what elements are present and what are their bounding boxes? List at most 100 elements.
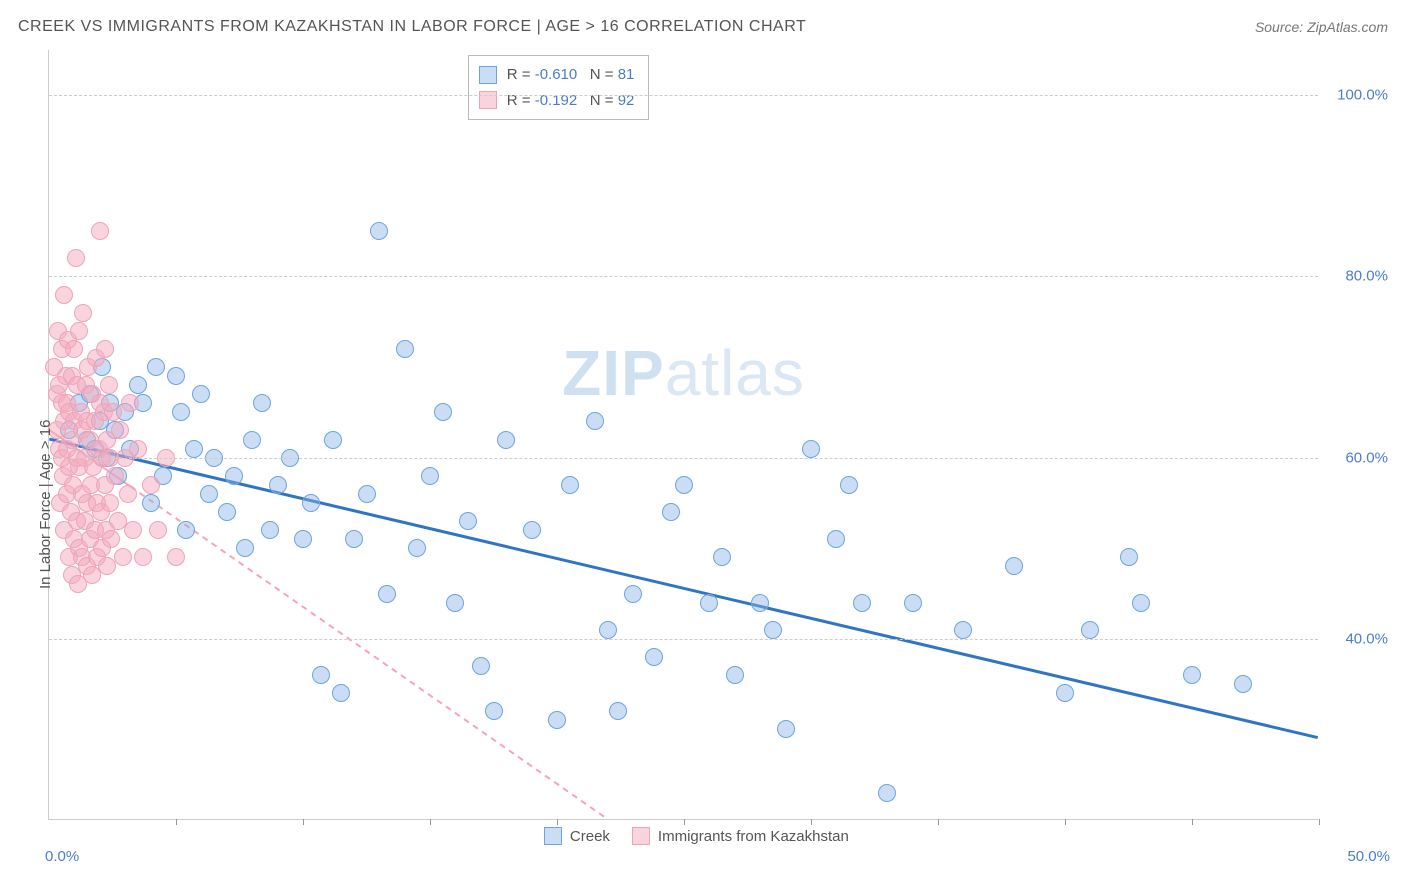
watermark: ZIPatlas [562,336,805,410]
watermark-light: atlas [665,337,805,409]
data-point [302,494,320,512]
data-point [324,431,342,449]
trend-lines-layer [49,50,1318,819]
xtick [684,819,685,825]
legend-swatch [544,827,562,845]
source-label: Source: ZipAtlas.com [1255,19,1388,35]
data-point [218,503,236,521]
data-point [523,521,541,539]
data-point [624,585,642,603]
data-point [104,403,122,421]
xtick [1319,819,1320,825]
data-point [236,539,254,557]
data-point [192,385,210,403]
data-point [1005,557,1023,575]
data-point [253,394,271,412]
stats-text: R = -0.610 N = 81 [507,62,635,88]
data-point [434,403,452,421]
data-point [421,467,439,485]
stats-row: R = -0.192 N = 92 [479,88,635,114]
data-point [177,521,195,539]
yaxis-title: In Labor Force | Age > 16 [37,420,54,589]
data-point [726,666,744,684]
data-point [599,621,617,639]
stats-row: R = -0.610 N = 81 [479,62,635,88]
data-point [840,476,858,494]
series-swatch [479,66,497,84]
legend-item: Immigrants from Kazakhstan [632,827,849,845]
data-point [751,594,769,612]
data-point [827,530,845,548]
data-point [345,530,363,548]
chart-title: CREEK VS IMMIGRANTS FROM KAZAKHSTAN IN L… [18,18,806,36]
data-point [167,548,185,566]
data-point [378,585,396,603]
xtick [430,819,431,825]
data-point [142,494,160,512]
data-point [129,376,147,394]
xtick [811,819,812,825]
data-point [497,431,515,449]
data-point [408,539,426,557]
data-point [121,394,139,412]
ytick-label: 100.0% [1328,87,1388,104]
data-point [485,702,503,720]
data-point [1132,594,1150,612]
data-point [74,304,92,322]
data-point [102,530,120,548]
data-point [106,467,124,485]
data-point [200,485,218,503]
xtick [303,819,304,825]
data-point [312,666,330,684]
series-swatch [479,91,497,109]
data-point [1183,666,1201,684]
data-point [100,376,118,394]
data-point [225,467,243,485]
data-point [764,621,782,639]
gridline [49,95,1318,96]
data-point [446,594,464,612]
data-point [675,476,693,494]
data-point [147,358,165,376]
data-point [185,440,203,458]
ytick-label: 40.0% [1328,630,1388,647]
xaxis-start-label: 0.0% [45,848,79,865]
data-point [114,548,132,566]
xtick [176,819,177,825]
data-point [134,548,152,566]
data-point [548,711,566,729]
stats-text: R = -0.192 N = 92 [507,88,635,114]
data-point [101,494,119,512]
data-point [269,476,287,494]
data-point [1234,675,1252,693]
data-point [167,367,185,385]
data-point [149,521,167,539]
data-point [459,512,477,530]
ytick-label: 80.0% [1328,268,1388,285]
data-point [700,594,718,612]
legend-bottom: Creek Immigrants from Kazakhstan [544,827,849,845]
data-point [91,222,109,240]
data-point [853,594,871,612]
stats-box: R = -0.610 N = 81R = -0.192 N = 92 [468,55,650,120]
data-point [561,476,579,494]
legend-item: Creek [544,827,610,845]
data-point [713,548,731,566]
data-point [124,521,142,539]
data-point [609,702,627,720]
data-point [111,421,129,439]
xtick [1065,819,1066,825]
data-point [294,530,312,548]
data-point [172,403,190,421]
xtick [557,819,558,825]
data-point [904,594,922,612]
gridline [49,458,1318,459]
xaxis-end-label: 50.0% [1347,848,1390,865]
data-point [1120,548,1138,566]
xtick [938,819,939,825]
data-point [332,684,350,702]
data-point [586,412,604,430]
data-point [70,322,88,340]
data-point [358,485,376,503]
data-point [243,431,261,449]
